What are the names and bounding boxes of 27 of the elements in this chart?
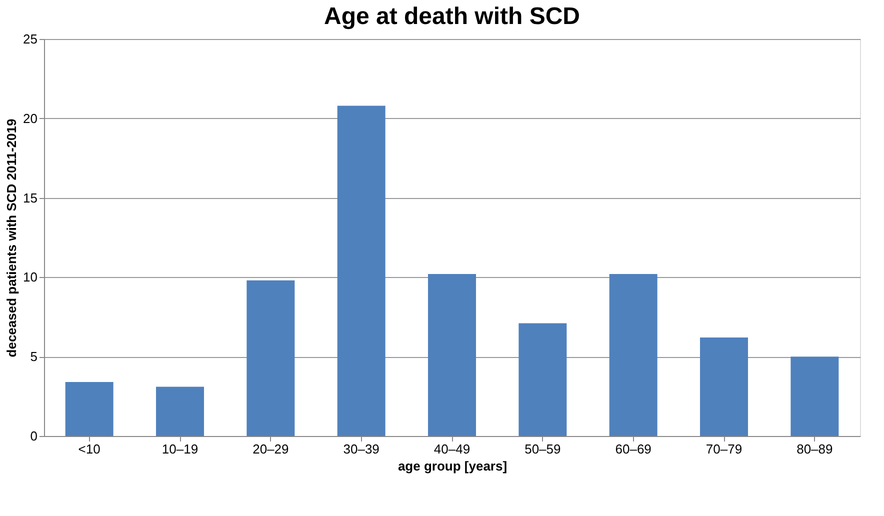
x-tick-label: 10–19 — [162, 442, 198, 456]
bar — [65, 382, 114, 436]
bar — [700, 338, 748, 436]
bar — [337, 106, 386, 436]
y-tick-label: 25 — [23, 32, 38, 46]
bar — [609, 274, 658, 436]
y-tick-label: 15 — [23, 190, 38, 206]
x-tick-label: 50–59 — [524, 442, 561, 456]
bar — [156, 386, 204, 436]
x-tick-label: 40–49 — [434, 442, 470, 456]
x-tick-label: 60–69 — [615, 442, 652, 456]
x-tick-label: 80–89 — [796, 442, 833, 456]
x-axis-title: age group [years] — [398, 458, 508, 474]
y-tick-label: 10 — [23, 270, 38, 285]
x-tick-label: 20–29 — [252, 442, 289, 456]
x-tick-label: 70–79 — [706, 442, 742, 456]
x-tick-label: 30–39 — [343, 442, 380, 456]
y-axis-title: deceased patients with SCD 2011-2019 — [4, 118, 20, 358]
bar — [246, 280, 295, 436]
y-tick-label: 5 — [30, 349, 38, 364]
y-tick-label: 20 — [23, 110, 38, 126]
bar — [428, 274, 476, 436]
chart-title: Age at death with SCD — [324, 3, 580, 30]
x-tick-label: <10 — [78, 442, 100, 456]
y-tick-label: 0 — [30, 428, 38, 444]
bar — [518, 323, 567, 436]
bar — [790, 356, 839, 436]
